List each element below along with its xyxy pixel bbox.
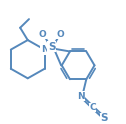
Text: C: C (89, 103, 96, 112)
Text: S: S (100, 113, 108, 123)
Text: N: N (41, 45, 48, 54)
Text: O: O (57, 30, 64, 39)
Text: N: N (77, 92, 85, 101)
Text: O: O (39, 30, 47, 39)
Text: S: S (48, 42, 55, 52)
